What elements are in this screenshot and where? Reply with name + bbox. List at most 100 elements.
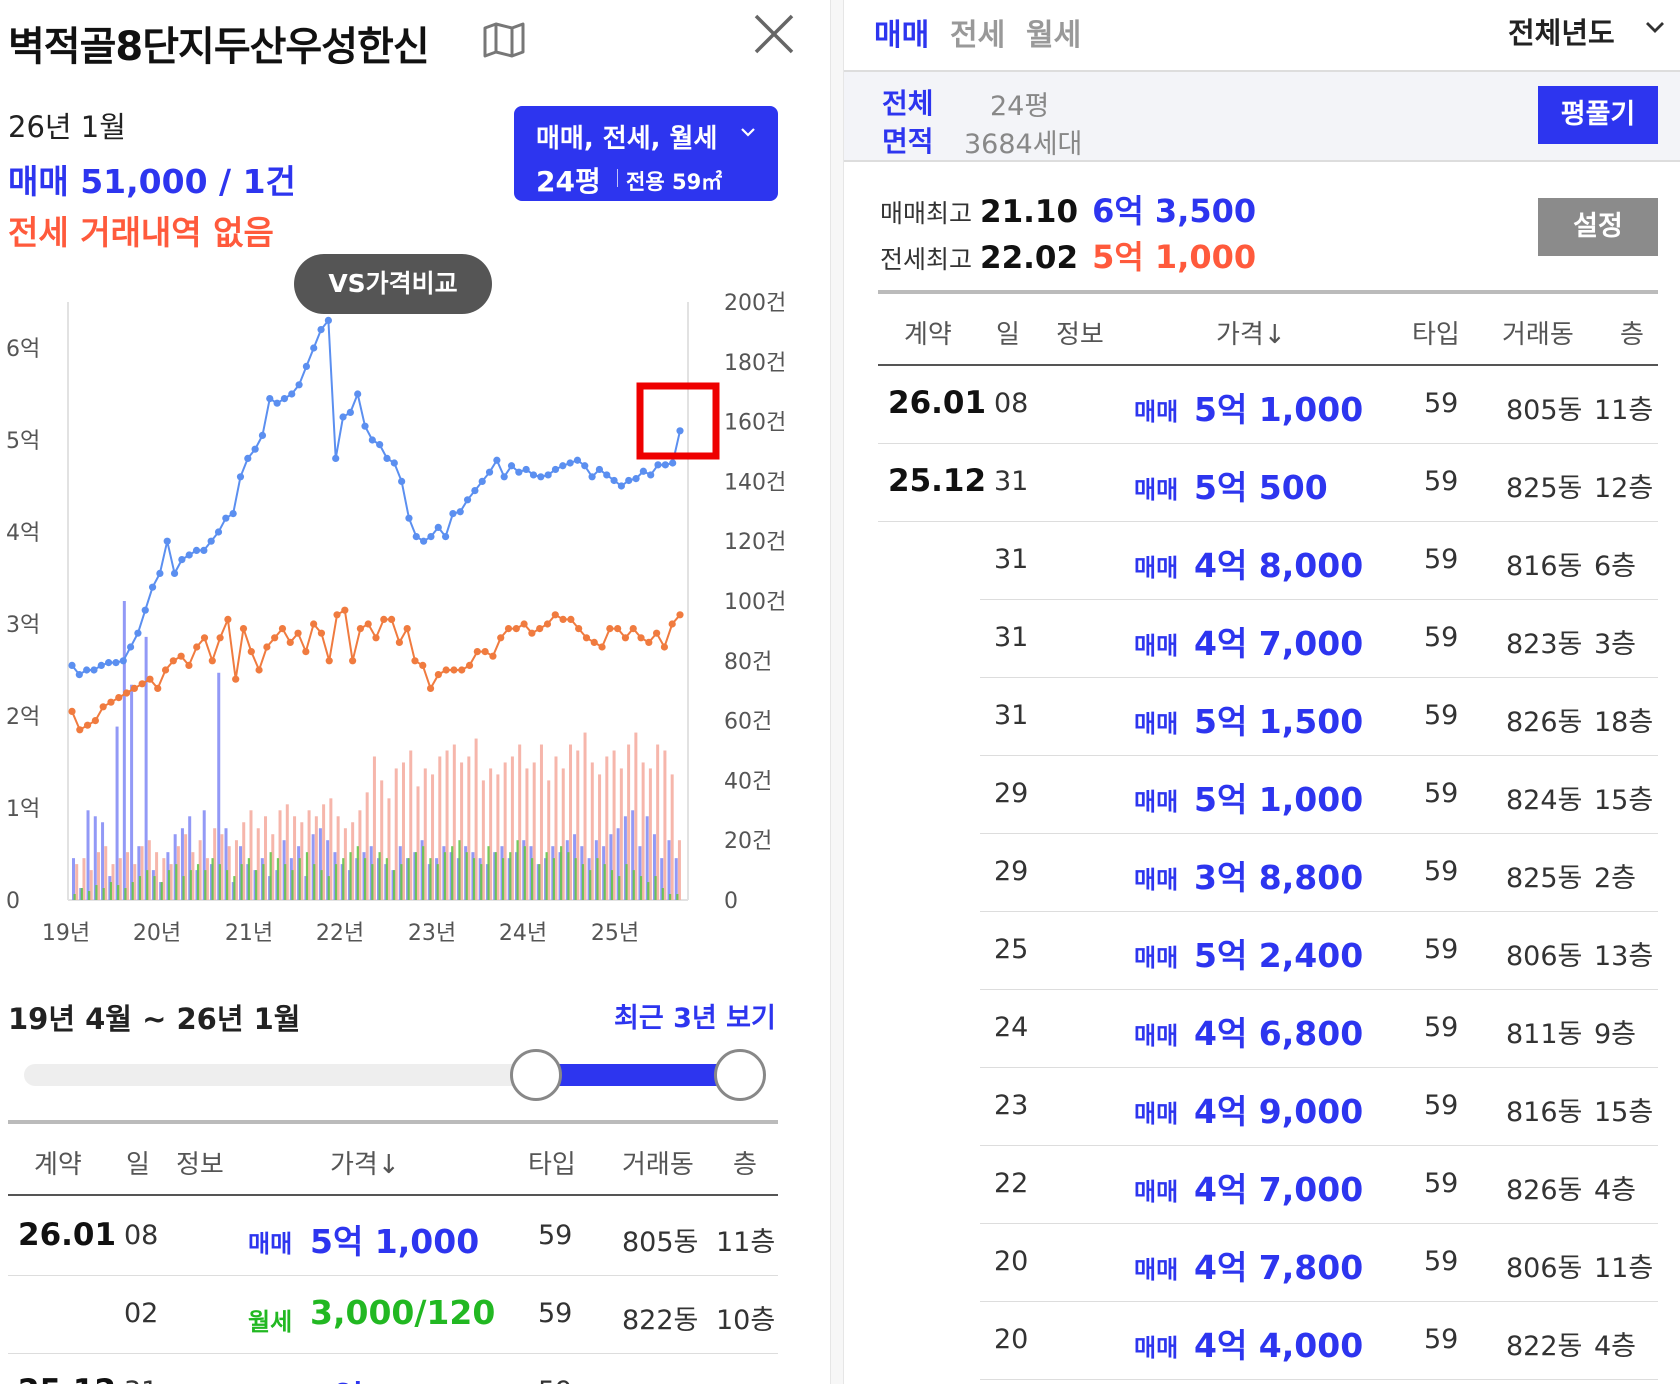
row-building: 816동 bbox=[1506, 551, 1583, 582]
col-type[interactable]: 타입 bbox=[1412, 320, 1460, 350]
table-row[interactable]: 31 매매 5억 1,500 59 826동 18층 bbox=[980, 678, 1658, 756]
table-row[interactable]: 29 매매 5억 1,000 59 824동 15층 bbox=[980, 756, 1658, 834]
monthly_volume-bar bbox=[305, 852, 309, 900]
recent-3y-link[interactable]: 최근 3년 보기 bbox=[614, 1003, 776, 1034]
jeonse_volume-bar bbox=[118, 858, 122, 900]
row-day: 23 bbox=[994, 1090, 1029, 1121]
year-select[interactable]: 전체년도 bbox=[1508, 16, 1615, 50]
row-day: 08 bbox=[994, 388, 1029, 419]
col-building[interactable]: 거래동 bbox=[622, 1150, 694, 1180]
jeonse_volume-bar bbox=[213, 828, 217, 900]
x-tick-label: 21년 bbox=[225, 921, 273, 946]
sale_volume-bar bbox=[224, 828, 228, 900]
settings-button[interactable]: 설정 bbox=[1538, 198, 1658, 256]
col-floor[interactable]: 층 bbox=[1620, 320, 1644, 350]
jeonse_price-point bbox=[224, 615, 232, 623]
table-row[interactable]: 23 매매 4억 9,000 59 816동 15층 bbox=[980, 1068, 1658, 1146]
row-price: 5억 1,000 bbox=[310, 1222, 480, 1261]
row-building: 825동 bbox=[622, 1376, 698, 1384]
col-day[interactable]: 일 bbox=[126, 1150, 150, 1180]
row-floor: 13층 bbox=[1594, 941, 1654, 972]
pyeong-unfold-button[interactable]: 평풀기 bbox=[1538, 86, 1658, 144]
row-day: 08 bbox=[124, 1220, 159, 1251]
jeonse_price-point bbox=[582, 634, 591, 642]
table-row[interactable]: 25.12 31 매매 5억 500 59 825동 12층 bbox=[878, 444, 1658, 522]
sale_price-point bbox=[236, 473, 245, 481]
jeonse_volume-bar bbox=[467, 756, 471, 900]
table-header: 계약 일 정보 가격↓ 타입 거래동 층 bbox=[878, 290, 1658, 366]
sale_price-point bbox=[566, 459, 574, 467]
table-row[interactable]: 29 매매 3억 8,800 59 825동 2층 bbox=[980, 834, 1658, 912]
jeonse_volume-bar bbox=[648, 768, 652, 900]
map-icon[interactable] bbox=[482, 22, 526, 58]
range-handle-end[interactable] bbox=[714, 1049, 766, 1101]
table-row[interactable]: 26.01 08 매매 5억 1,000 59 805동 11층 bbox=[878, 366, 1658, 444]
tab-monthly[interactable]: 월세 bbox=[1026, 18, 1082, 53]
row-day: 29 bbox=[994, 778, 1029, 809]
jeonse_volume-bar bbox=[387, 798, 391, 900]
vs-compare-button[interactable]: VS가격비교 bbox=[294, 254, 492, 314]
table-header: 계약 일 정보 가격↓ 타입 거래동 층 bbox=[8, 1120, 778, 1196]
col-contract[interactable]: 계약 bbox=[34, 1150, 82, 1180]
jeonse_price-point bbox=[294, 629, 302, 637]
col-day[interactable]: 일 bbox=[996, 320, 1020, 350]
table-row[interactable]: 31 매매 4억 7,000 59 823동 3층 bbox=[980, 600, 1658, 678]
sale_price-point bbox=[156, 569, 164, 577]
panel-divider bbox=[830, 0, 844, 1384]
x-tick-label: 25년 bbox=[591, 921, 639, 946]
x-tick-label: 24년 bbox=[499, 921, 547, 946]
table-row[interactable]: 25 매매 5억 2,400 59 806동 13층 bbox=[980, 912, 1658, 990]
monthly_volume-bar bbox=[574, 858, 577, 900]
jeonse_volume-bar bbox=[96, 852, 100, 900]
monthly_volume-bar bbox=[356, 846, 359, 900]
monthly_volume-bar bbox=[589, 870, 592, 900]
jeonse_volume-bar bbox=[605, 756, 609, 900]
row-price: 5억 1,500 bbox=[1194, 702, 1364, 741]
col-contract[interactable]: 계약 bbox=[904, 320, 952, 350]
row-floor: 12층 bbox=[716, 1376, 775, 1384]
table-row[interactable]: 24 매매 4억 6,800 59 811동 9층 bbox=[980, 990, 1658, 1068]
table-row[interactable]: 25.12 31 매매 5억 500 59 825동 12층 bbox=[8, 1354, 778, 1384]
col-price[interactable]: 가격↓ bbox=[1216, 320, 1286, 350]
row-floor: 4층 bbox=[1594, 1331, 1637, 1362]
col-floor[interactable]: 층 bbox=[733, 1150, 757, 1180]
chevron-down-icon[interactable] bbox=[1644, 16, 1666, 38]
col-info[interactable]: 정보 bbox=[1056, 320, 1104, 350]
jeonse_price-point bbox=[91, 717, 99, 725]
table-row[interactable]: 20 매매 4억 4,000 59 822동 4층 bbox=[980, 1302, 1658, 1380]
table-row[interactable]: 31 매매 4억 8,000 59 816동 6층 bbox=[980, 522, 1658, 600]
table-row[interactable]: 02 월세 3,000/120 59 822동 10층 bbox=[8, 1276, 778, 1354]
jeonse_volume-bar bbox=[205, 858, 209, 900]
y2-tick-label: 20건 bbox=[724, 829, 772, 854]
sale_volume-bar bbox=[609, 834, 613, 900]
jeonse_price-point bbox=[325, 657, 333, 665]
monthly_volume-bar bbox=[436, 864, 439, 900]
table-row[interactable]: 26.01 08 매매 5억 1,000 59 805동 11층 bbox=[8, 1198, 778, 1276]
jeonse_volume-bar bbox=[561, 768, 565, 900]
tab-jeonse[interactable]: 전세 bbox=[950, 18, 1006, 53]
row-price: 4억 7,000 bbox=[1194, 624, 1364, 663]
jeonse_volume-bar bbox=[489, 768, 493, 900]
col-building[interactable]: 거래동 bbox=[1502, 320, 1574, 350]
col-price[interactable]: 가격↓ bbox=[330, 1150, 400, 1180]
range-handle-start[interactable] bbox=[510, 1049, 562, 1101]
monthly_volume-bar bbox=[378, 852, 381, 900]
y2-tick-label: 140건 bbox=[724, 470, 786, 495]
row-floor: 18층 bbox=[1594, 707, 1654, 738]
deal-type-selector[interactable]: 매매, 전세, 월세 24평 전용 59㎡ bbox=[514, 106, 778, 201]
col-info[interactable]: 정보 bbox=[176, 1150, 224, 1180]
monthly_volume-bar bbox=[298, 858, 301, 900]
sale_price-point bbox=[288, 390, 296, 398]
sale_volume-bar bbox=[202, 810, 206, 900]
jeonse_price-point bbox=[247, 648, 255, 656]
row-building: 806동 bbox=[1506, 1253, 1583, 1284]
tab-sale[interactable]: 매매 bbox=[874, 18, 930, 53]
sale_price-point bbox=[449, 510, 457, 518]
col-type[interactable]: 타입 bbox=[528, 1150, 576, 1180]
table-row[interactable]: 22 매매 4억 7,000 59 826동 4층 bbox=[980, 1146, 1658, 1224]
row-floor: 12층 bbox=[1594, 473, 1654, 504]
monthly_volume-bar bbox=[320, 870, 323, 900]
jeonse_price-point bbox=[208, 657, 216, 665]
close-icon[interactable] bbox=[752, 12, 796, 56]
table-row[interactable]: 20 매매 4억 7,800 59 806동 11층 bbox=[980, 1224, 1658, 1302]
